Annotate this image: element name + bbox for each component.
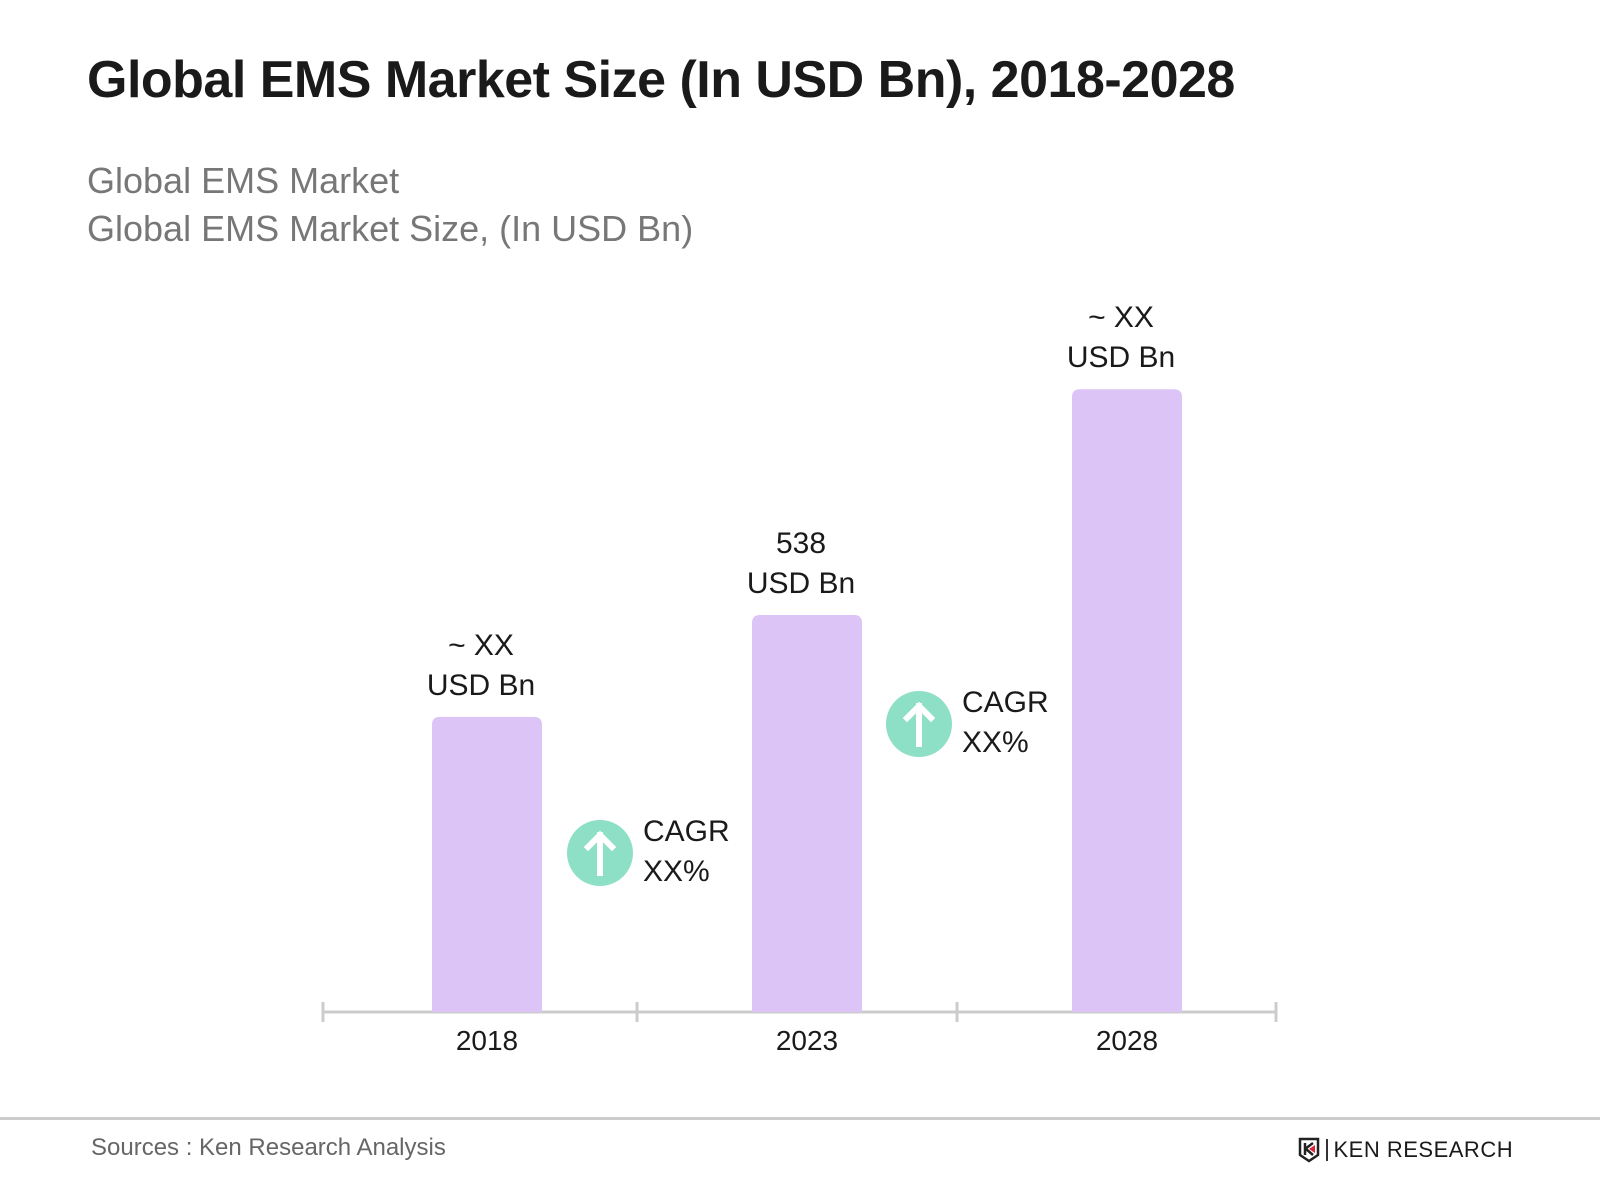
chart-title: Global EMS Market Size (In USD Bn), 2018… (87, 51, 1235, 109)
logo-text: KEN RESEARCH (1333, 1137, 1514, 1162)
source-note: Sources : Ken Research Analysis (91, 1134, 446, 1161)
footer-divider (0, 1117, 1600, 1120)
data-label: USD Bn (1067, 341, 1175, 374)
x-tick-label: 2018 (456, 1025, 518, 1056)
bar-2023 (752, 615, 862, 1012)
bar-2028 (1072, 389, 1182, 1012)
x-tick-label: 2023 (776, 1025, 838, 1056)
ken-logo-icon (1298, 1137, 1320, 1163)
cagr-label: CAGR (962, 686, 1049, 719)
data-label: USD Bn (747, 567, 855, 600)
arrow-up-icon (583, 830, 617, 876)
data-label: ~ XX (448, 629, 514, 662)
data-label: ~ XX (1088, 301, 1154, 334)
cagr-label: XX% (962, 726, 1029, 759)
ken-research-logo: KEN RESEARCH (1298, 1137, 1513, 1163)
arrow-up-icon (902, 701, 936, 747)
cagr-label: XX% (643, 855, 710, 888)
cagr-label: CAGR (643, 815, 730, 848)
data-label: 538 (776, 527, 826, 560)
data-label: USD Bn (427, 669, 535, 702)
bar-chart: 2018 ~ XX USD Bn 2023 538 USD Bn 2028 ~ XX USD B… (321, 301, 1278, 1056)
chart-subtitle-2: Global EMS Market Size, (In USD Bn) (87, 208, 694, 249)
x-tick-label: 2028 (1096, 1025, 1158, 1056)
bar-2018 (432, 716, 542, 1012)
chart-subtitle-1: Global EMS Market (87, 160, 400, 201)
